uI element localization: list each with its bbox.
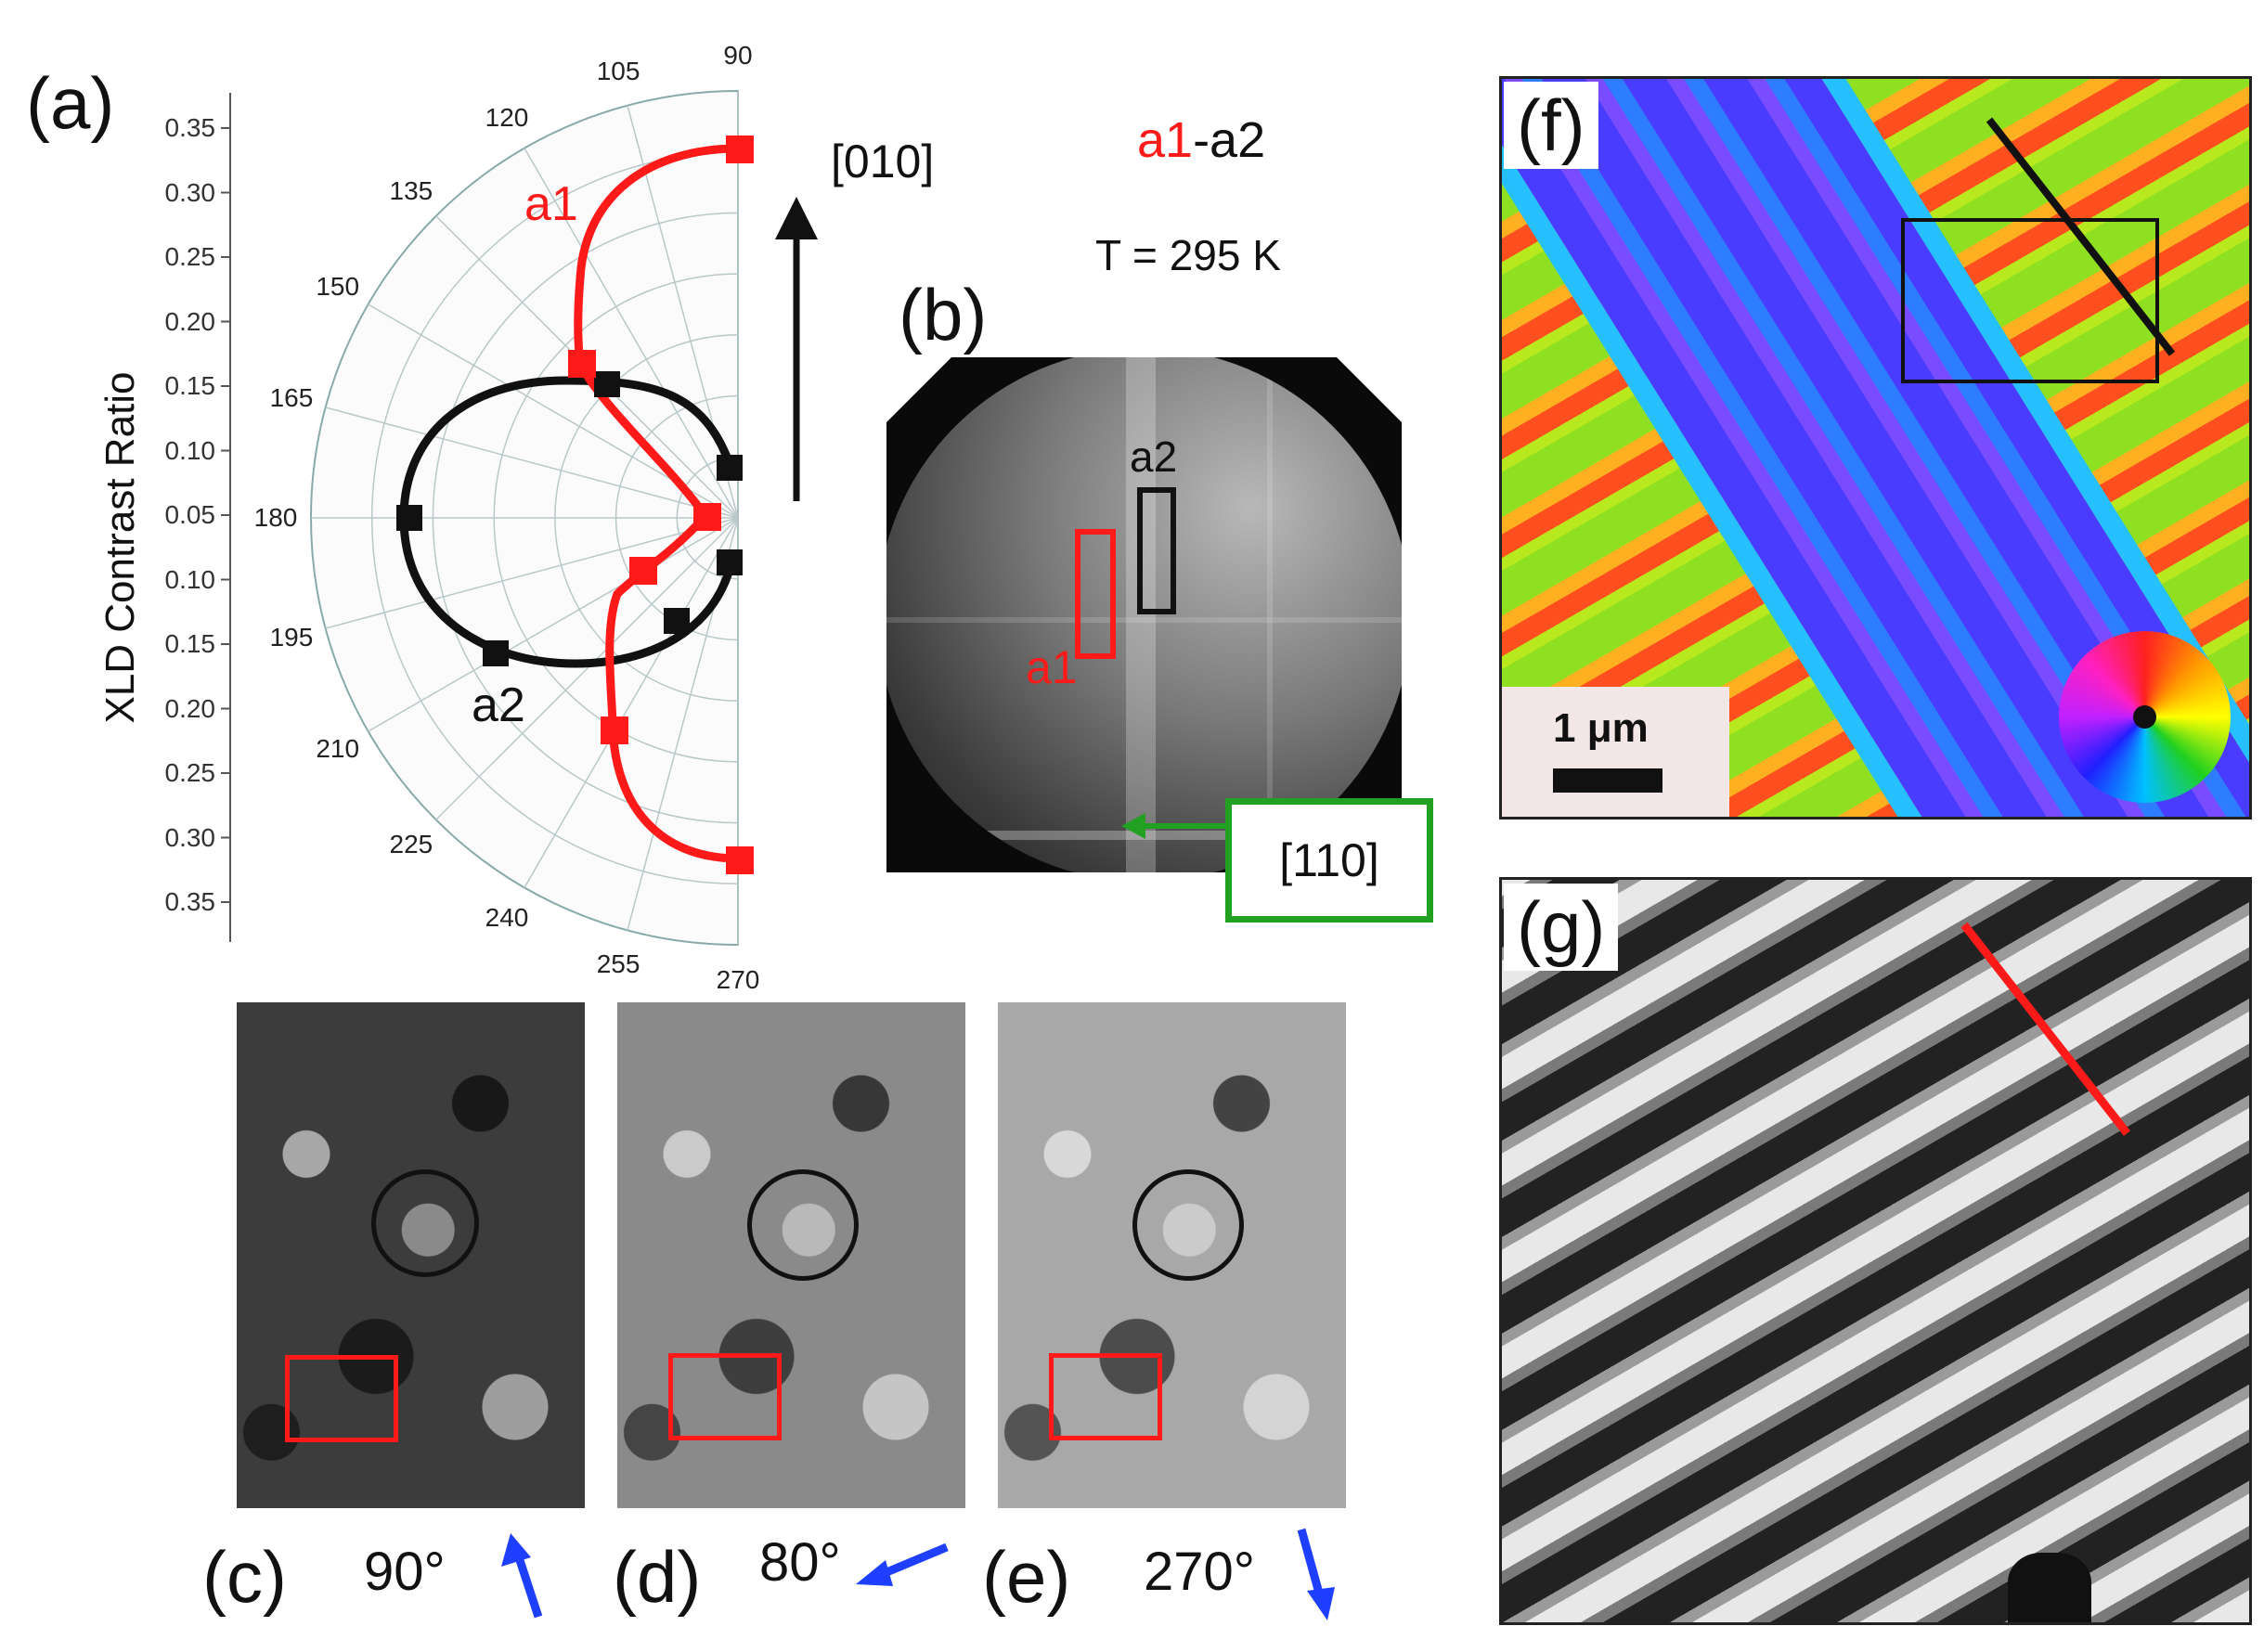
a1-marker — [601, 716, 628, 744]
polarization-arrow-e — [1297, 1528, 1335, 1620]
panel-b-image: a2 a1 — [886, 357, 1402, 872]
y-tick-label: 0.10 — [164, 564, 216, 594]
direction-arrow-110 — [1121, 813, 1230, 839]
dark-blob — [2008, 1553, 2091, 1622]
direction-label-110: [110] — [1279, 834, 1379, 886]
y-tick-marks — [221, 127, 230, 903]
angle-label: 120 — [485, 102, 529, 132]
a2-marker — [594, 371, 620, 397]
a1-marker — [693, 503, 721, 531]
angle-label-e: 270° — [1144, 1542, 1255, 1602]
angle-label: 210 — [316, 734, 360, 763]
angle-label: 180 — [253, 503, 298, 532]
polarization-arrow-d — [856, 1542, 949, 1586]
a1-region-box — [1075, 529, 1116, 659]
y-tick-label: 0.30 — [164, 177, 216, 207]
panel-e-image — [998, 1002, 1346, 1508]
panel-label-c: (c) — [202, 1536, 287, 1618]
region-circle — [747, 1169, 859, 1281]
angle-label: 150 — [316, 272, 360, 301]
a1-marker — [726, 846, 754, 874]
polarization-arrow-c — [501, 1533, 543, 1619]
angle-label: 165 — [269, 383, 314, 413]
direction-label-010: [010] — [831, 136, 935, 187]
angle-label: 135 — [389, 175, 433, 205]
domain-region-box — [1901, 218, 2159, 383]
angle-label: 240 — [485, 903, 529, 933]
y-tick-label: 0.25 — [164, 758, 216, 787]
y-tick-label: 0.05 — [164, 500, 216, 529]
scale-bar — [1553, 768, 1662, 793]
a1-curve-upper — [574, 144, 739, 519]
polar-grid-spoke — [435, 517, 739, 820]
panel-f-image: 1 μm — [1499, 76, 2252, 820]
series-label-a1: a1 — [524, 177, 578, 231]
series-label-a2: a2 — [472, 678, 525, 732]
a1-marker — [629, 557, 657, 585]
legend-a1: a1 — [1137, 112, 1194, 168]
legend-a1-a2: a1-a2 — [1137, 111, 1265, 169]
polar-grid-spoke — [325, 517, 739, 629]
legend-a2: -a2 — [1193, 112, 1266, 168]
a2-marker — [483, 640, 509, 666]
angle-label: 105 — [596, 56, 640, 85]
panel-label-a: (a) — [26, 62, 115, 144]
angle-label: 90 — [723, 41, 753, 70]
direction-label-110-box: [110] — [1225, 798, 1433, 923]
scale-bar-box: 1 μm — [1502, 687, 1729, 817]
a2-marker — [717, 549, 743, 575]
region-circle — [371, 1169, 479, 1277]
y-tick-label: 0.35 — [164, 113, 216, 142]
a2-marker — [717, 455, 743, 481]
region-box — [668, 1353, 782, 1440]
a2-marker — [396, 505, 422, 531]
color-wheel — [2059, 631, 2231, 803]
arrow-head-010 — [775, 197, 818, 239]
region-box — [1049, 1353, 1162, 1440]
a1-marker — [726, 136, 754, 163]
panel-label-e: (e) — [982, 1536, 1071, 1618]
panel-b-corner-cut — [886, 357, 951, 422]
y-tick-label: 0.15 — [164, 371, 216, 400]
y-tick-label: 0.20 — [164, 693, 216, 723]
panel-d-image — [617, 1002, 965, 1508]
a1-marker — [568, 350, 596, 378]
line-profile-red — [1960, 922, 2131, 1136]
y-tick-label: 0.25 — [164, 242, 216, 271]
angle-label: 270 — [716, 965, 760, 994]
temperature-label: T = 295 K — [1095, 231, 1281, 279]
panel-label-d: (d) — [613, 1536, 702, 1618]
region-box — [285, 1355, 398, 1442]
y-tick-label: 0.15 — [164, 629, 216, 658]
panel-g-image — [1499, 877, 2252, 1625]
a1-label-b: a1 — [1026, 641, 1078, 693]
color-wheel-center — [2133, 705, 2156, 729]
y-tick-label: 0.10 — [164, 435, 216, 465]
angle-label: 255 — [596, 949, 640, 979]
panel-label-f: (f) — [1504, 82, 1598, 169]
a2-label-b: a2 — [1130, 432, 1178, 481]
polar-grid-spoke — [524, 517, 739, 888]
polar-grid — [310, 89, 739, 947]
polar-grid-spoke — [368, 517, 739, 732]
panel-b-disk — [886, 357, 1402, 872]
y-tick-label: 0.20 — [164, 306, 216, 336]
panel-b-corner-cut — [1337, 357, 1402, 422]
panel-label-b: (b) — [899, 274, 988, 355]
polar-grid-spoke — [325, 407, 739, 519]
polar-grid-spoke — [524, 148, 739, 519]
y-tick-label: 0.35 — [164, 887, 216, 916]
polar-plot — [221, 89, 818, 947]
panel-label-g: (g) — [1504, 884, 1619, 971]
a2-region-box — [1137, 487, 1176, 614]
angle-label: 195 — [269, 622, 314, 652]
angle-label: 225 — [389, 830, 433, 859]
panel-c-image — [237, 1002, 585, 1508]
scale-bar-label: 1 μm — [1553, 705, 1649, 751]
y-tick-label: 0.30 — [164, 822, 216, 852]
a2-marker — [664, 608, 690, 634]
angle-label-d: 80° — [759, 1532, 841, 1593]
angle-label-c: 90° — [364, 1542, 446, 1602]
region-circle — [1132, 1169, 1244, 1281]
